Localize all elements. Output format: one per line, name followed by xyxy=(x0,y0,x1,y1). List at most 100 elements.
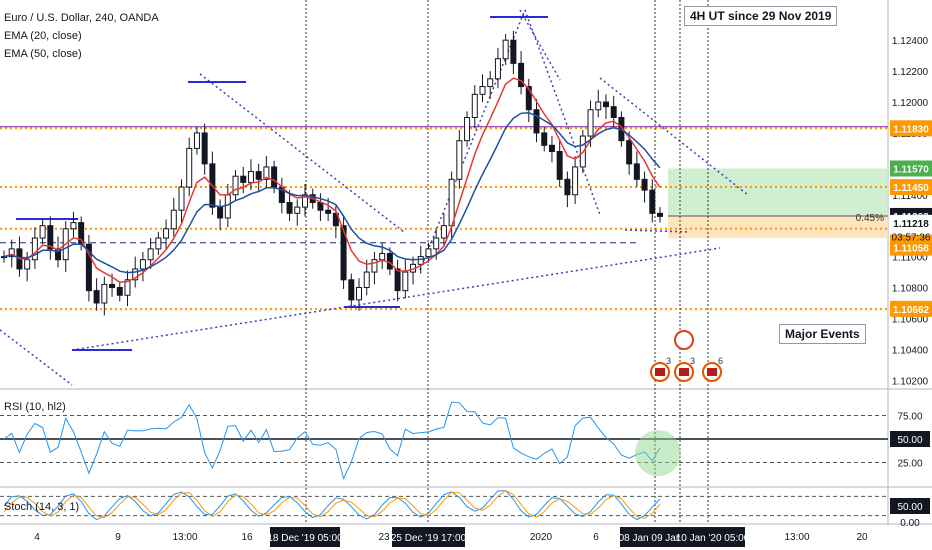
time-tick: 13:00 xyxy=(172,532,197,543)
candle-body xyxy=(286,202,293,214)
candle-body xyxy=(55,248,62,261)
candle-body xyxy=(479,86,486,95)
candle-body xyxy=(556,150,563,180)
stoch-tick: 0.00 xyxy=(900,518,920,529)
candle-body xyxy=(626,140,633,165)
candle-body xyxy=(325,209,332,214)
symbol-title: Euro / U.S. Dollar, 240, OANDA xyxy=(4,12,159,24)
candle-body xyxy=(456,140,463,180)
candle-body xyxy=(47,225,54,250)
event-time-label: 10 Jan '20 05:00 xyxy=(676,533,750,544)
candle-body xyxy=(217,206,224,219)
price-label-bg xyxy=(890,239,932,256)
flag-stripe xyxy=(679,368,689,376)
stoch-value-label: 50.00 xyxy=(897,502,922,513)
candle-body xyxy=(610,106,617,118)
stoch-d-line xyxy=(3,490,661,519)
candle-body xyxy=(587,109,594,137)
candle-body xyxy=(201,132,208,165)
rsi-tick: 75.00 xyxy=(897,412,922,423)
flag-stripe xyxy=(707,368,717,376)
candle-body xyxy=(602,101,609,108)
price-tick: 1.10200 xyxy=(892,376,929,387)
time-tick: 20 xyxy=(856,532,868,543)
candle-body xyxy=(109,283,116,289)
candle-body xyxy=(186,147,193,188)
candle-body xyxy=(294,206,301,214)
rsi-value-label: 50.00 xyxy=(897,435,922,446)
candle-body xyxy=(510,39,517,64)
rsi-tick: 25.00 xyxy=(897,459,922,470)
candle-body xyxy=(440,225,447,239)
event-icons: 3 3 6 xyxy=(650,330,723,382)
candle-body xyxy=(224,194,231,219)
candle-body xyxy=(31,237,38,261)
time-tick: 16 xyxy=(241,532,253,543)
candle-body xyxy=(193,132,200,149)
time-tick: 2020 xyxy=(530,532,553,543)
candle-body xyxy=(39,225,46,239)
candle-body xyxy=(502,39,509,60)
trend-line xyxy=(524,9,601,216)
stoch-k-line xyxy=(3,490,661,521)
candle-body xyxy=(363,271,370,289)
candle-body xyxy=(425,248,432,258)
candle-body xyxy=(417,256,424,265)
event-time-bg xyxy=(392,527,465,547)
candle-body xyxy=(649,189,656,214)
candle-body xyxy=(657,212,663,217)
candle-body xyxy=(240,175,247,183)
grid xyxy=(0,0,932,525)
trend-line xyxy=(0,329,73,386)
major-events-label: Major Events xyxy=(779,324,866,344)
price-label-bg xyxy=(890,214,932,231)
rsi-highlight xyxy=(635,430,681,477)
stoch-title: Stoch (14, 3, 1) xyxy=(4,501,79,513)
candle-body xyxy=(541,132,548,146)
candle-body xyxy=(139,259,146,270)
trend-line xyxy=(519,9,561,81)
candle-body xyxy=(255,171,262,180)
rsi-value-bg xyxy=(890,431,930,447)
candle-body xyxy=(518,62,525,88)
position-zones: 0.45% xyxy=(668,168,888,239)
candle-body xyxy=(263,166,270,180)
candle-body xyxy=(116,287,123,296)
rsi-title: RSI (10, hl2) xyxy=(4,401,66,413)
price-label-bg xyxy=(890,179,932,196)
time-tick: 6 xyxy=(593,532,599,543)
ema20-line xyxy=(3,77,661,283)
candle-body xyxy=(548,144,555,152)
event-count: 3 xyxy=(690,356,695,366)
event-time-bg xyxy=(270,527,340,547)
candle-body xyxy=(332,212,339,227)
candle-body xyxy=(464,116,471,142)
trend-line xyxy=(599,77,749,196)
candle-body xyxy=(471,93,478,118)
ema50-label: EMA (50, close) xyxy=(4,48,82,60)
profit-zone xyxy=(668,168,888,216)
stoch-value-bg xyxy=(890,498,930,514)
candle-body xyxy=(433,237,440,250)
candle-body xyxy=(402,271,409,292)
candle-body xyxy=(487,78,494,88)
timeframe-note: 4H UT since 29 Nov 2019 xyxy=(684,6,838,26)
event-time-bg xyxy=(680,527,745,547)
time-tick: 4 xyxy=(34,532,40,543)
candle-body xyxy=(394,268,401,292)
price-tick: 1.12400 xyxy=(892,36,929,47)
price-label: 1.11830 xyxy=(893,124,929,135)
price-label: 1.11218 xyxy=(893,219,929,230)
candle-body xyxy=(572,166,579,196)
price-label: 1.10662 xyxy=(893,305,930,316)
price-label: 1.11450 xyxy=(893,183,929,194)
ema20-label: EMA (20, close) xyxy=(4,30,82,42)
event-time-label: 08 Jan 09 Jan xyxy=(619,533,682,544)
price-label-bg xyxy=(890,300,932,317)
price-tick: 1.11400 xyxy=(892,191,928,202)
candle-body xyxy=(124,279,131,296)
candle-body xyxy=(525,86,532,111)
candle-body xyxy=(386,253,393,270)
price-label: 1.11058 xyxy=(893,244,929,255)
